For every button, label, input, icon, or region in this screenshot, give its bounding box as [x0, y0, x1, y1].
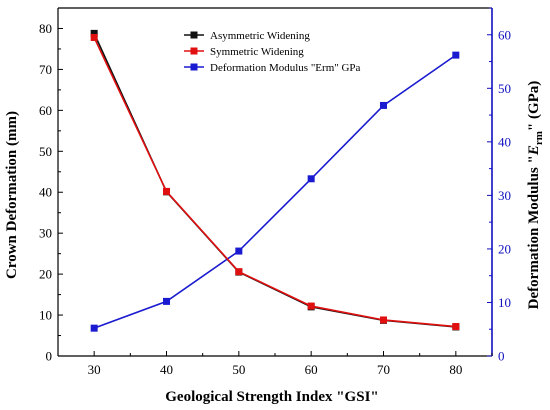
- legend-swatch-marker: [190, 31, 198, 39]
- series-2-point: [307, 175, 315, 183]
- series-2-point: [452, 51, 460, 59]
- y-left-tick-label: 30: [39, 226, 52, 241]
- y-left-tick-label: 0: [46, 349, 53, 364]
- y-left-tick-label: 50: [39, 144, 52, 159]
- legend: Asymmetric Widening Symmetric Widening Def…: [184, 30, 361, 74]
- series-1-point: [452, 323, 460, 331]
- x-tick-label: 80: [449, 362, 462, 377]
- y-right-tick-label: 40: [498, 134, 511, 149]
- axes: 30 40 50 60 70 80 0 10 20 30 40 50 60 70 80 0 10 20 30 40 50…: [39, 7, 511, 377]
- x-tick-label: 60: [305, 362, 318, 377]
- legend-swatch-marker: [190, 63, 198, 71]
- series-layer: [90, 29, 460, 332]
- series-1-point: [380, 316, 387, 324]
- y-axis-right-title-sub: rm: [533, 131, 545, 145]
- legend-entry-label: Symmetric Widening: [210, 46, 304, 58]
- y-left-tick-label: 80: [39, 21, 52, 36]
- y-right-tick-label: 20: [498, 241, 511, 256]
- x-axis-title: Geological Strength Index "GSI": [165, 389, 378, 405]
- series-2-line: [93, 54, 457, 329]
- series-2-point: [90, 324, 98, 332]
- legend-entry-label: Deformation Modulus "Erm" GPa: [210, 62, 361, 74]
- y-axis-right-title-suffix: " (GPa): [526, 81, 542, 131]
- y-left-tick-label: 70: [39, 62, 52, 77]
- series-0-line: [93, 33, 456, 328]
- y-left-tick-label: 10: [39, 308, 52, 323]
- y-axis-right-title: Deformation Modulus "Erm" (GPa): [526, 81, 545, 310]
- series-1-point: [163, 187, 170, 195]
- series-0-point: [90, 29, 98, 37]
- series-2-point: [380, 101, 387, 109]
- y-left-tick-label: 20: [39, 267, 52, 282]
- y-left-tick-label: 40: [39, 185, 52, 200]
- y-axis-left-title: Crown Deformation (mm): [4, 111, 20, 279]
- y-right-tick-label: 50: [498, 81, 511, 96]
- series-1-line: [93, 37, 456, 328]
- legend-entry-label: Asymmetric Widening: [210, 30, 310, 42]
- legend-swatch-marker: [190, 47, 198, 55]
- x-tick-label: 40: [160, 362, 173, 377]
- series-1-point: [307, 302, 315, 310]
- series-1-point: [90, 33, 98, 41]
- y-right-tick-label: 0: [498, 349, 505, 364]
- y-right-tick-label: 10: [498, 295, 511, 310]
- y-left-tick-label: 60: [39, 103, 52, 118]
- y-axis-right-title-prefix: Deformation Modulus ": [526, 155, 542, 309]
- series-2-point: [163, 297, 170, 305]
- y-axis-right-title-var: E: [526, 145, 542, 156]
- series-1-point: [235, 268, 243, 276]
- series-2-point: [235, 247, 243, 255]
- x-tick-label: 30: [88, 362, 101, 377]
- x-tick-label: 70: [377, 362, 390, 377]
- y-right-tick-label: 30: [498, 188, 511, 203]
- x-tick-label: 50: [232, 362, 245, 377]
- y-right-tick-label: 60: [498, 27, 511, 42]
